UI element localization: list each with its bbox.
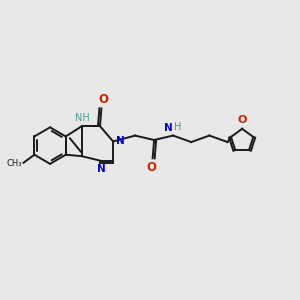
- Text: N: N: [116, 136, 125, 146]
- Text: O: O: [98, 93, 108, 106]
- Text: N: N: [97, 164, 106, 174]
- Text: CH₃: CH₃: [6, 159, 22, 168]
- Text: NH: NH: [75, 113, 90, 123]
- Text: H: H: [174, 122, 182, 132]
- Text: N: N: [164, 123, 172, 133]
- Text: O: O: [238, 115, 247, 125]
- Text: O: O: [146, 161, 156, 174]
